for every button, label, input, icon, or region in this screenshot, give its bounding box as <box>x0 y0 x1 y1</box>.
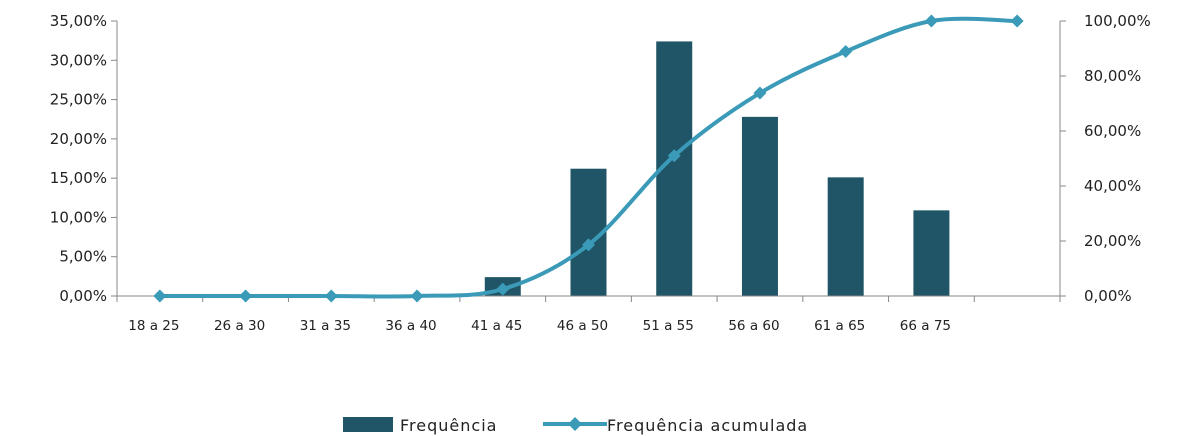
x-tick-label: 56 a 60 <box>728 318 779 334</box>
legend-bar-swatch <box>343 417 393 432</box>
x-tick-label: 61 a 65 <box>814 318 865 334</box>
line-point <box>410 289 424 303</box>
left-tick-label: 10,00% <box>50 208 107 226</box>
legend: Frequência Frequência acumulada <box>343 416 808 435</box>
left-tick-label: 30,00% <box>50 51 107 69</box>
x-tick-label: 51 a 55 <box>643 318 694 334</box>
line-layer <box>153 14 1024 303</box>
bar <box>827 177 864 296</box>
cumulative-line <box>159 16 1018 299</box>
left-tick-label: 25,00% <box>50 91 107 109</box>
x-tick-label: 41 a 45 <box>471 318 522 334</box>
line-point <box>496 282 510 296</box>
line-point <box>1010 14 1024 28</box>
right-tick-label: 40,00% <box>1084 177 1141 195</box>
x-tick-label: 66 a 75 <box>900 318 951 334</box>
line-point <box>582 238 595 252</box>
bar <box>741 116 778 296</box>
legend-line-marker <box>568 417 582 431</box>
x-tick-label: 31 a 35 <box>300 318 351 334</box>
x-tick-label: 36 a 40 <box>385 318 436 334</box>
x-axis-ticks: 18 a 25 26 a 30 31 a 35 36 a 40 41 a 45 46 a … <box>116 296 1061 334</box>
right-axis-ticks: 0,00% 20,00% 40,00% 60,00% 80,00% 100,00% <box>1060 12 1151 305</box>
right-tick-label: 60,00% <box>1084 122 1141 140</box>
line-point <box>153 289 167 303</box>
x-tick-label: 18 a 25 <box>128 318 179 334</box>
line-point <box>753 86 767 100</box>
line-point <box>839 45 853 59</box>
line-point <box>324 289 338 303</box>
left-axis-ticks: 0,00% 5,00% 10,00% 15,00% 20,00% 25,00% 30,00%… <box>50 12 117 305</box>
right-tick-label: 20,00% <box>1084 232 1141 250</box>
line-point <box>239 289 253 303</box>
x-tick-label: 46 a 50 <box>557 318 608 334</box>
bar <box>913 210 950 296</box>
legend-bar-label: Frequência <box>400 416 497 435</box>
left-tick-label: 0,00% <box>59 287 107 305</box>
right-tick-label: 0,00% <box>1084 287 1132 305</box>
left-tick-label: 35,00% <box>50 12 107 30</box>
right-tick-label: 80,00% <box>1084 67 1141 85</box>
legend-line-label: Frequência acumulada <box>607 416 808 435</box>
left-tick-label: 5,00% <box>59 248 107 266</box>
left-tick-label: 20,00% <box>50 130 107 148</box>
bars-layer <box>484 41 950 296</box>
left-tick-label: 15,00% <box>50 169 107 187</box>
x-tick-label: 26 a 30 <box>214 318 265 334</box>
line-point <box>667 149 681 163</box>
line-point <box>924 14 938 28</box>
right-tick-label: 100,00% <box>1084 12 1151 30</box>
